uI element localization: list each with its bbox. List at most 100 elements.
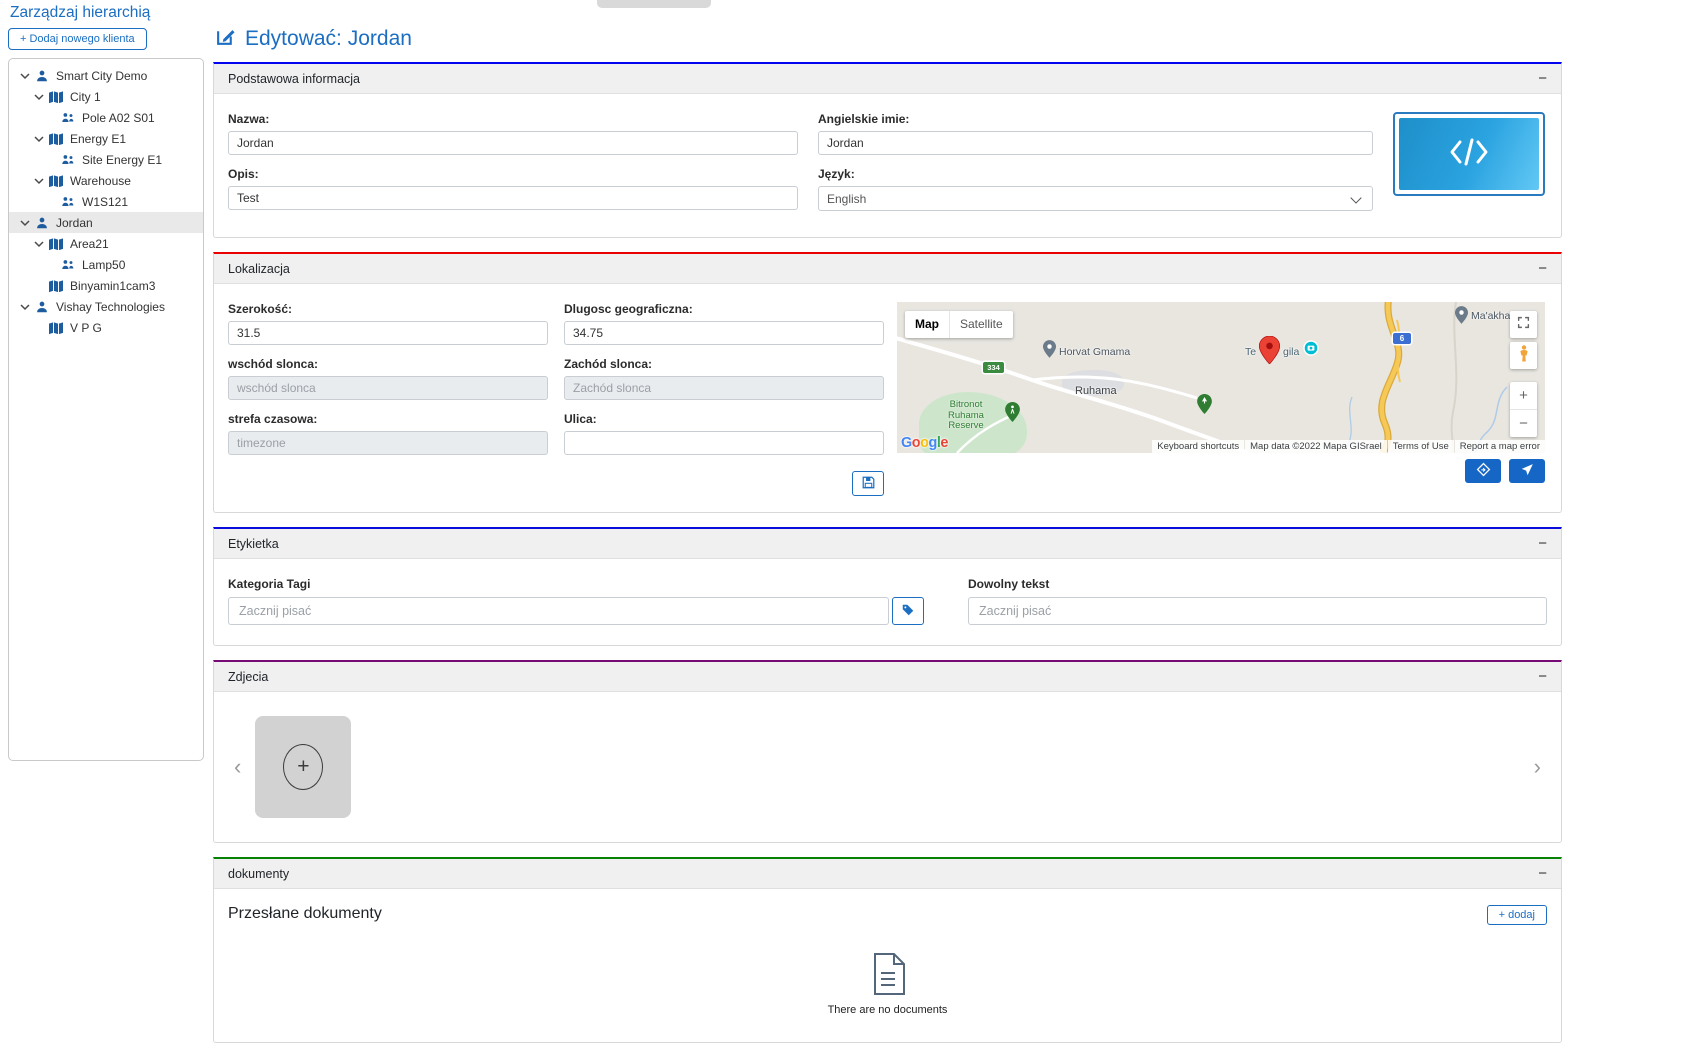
section-title: Zdjecia (228, 670, 268, 684)
no-documents-text: There are no documents (828, 1004, 948, 1016)
sunrise-label: wschód slonca: (228, 357, 548, 371)
tree-item-label: Energy E1 (70, 132, 126, 146)
tree-item-label: Pole A02 S01 (82, 111, 155, 125)
navigate-button[interactable] (1509, 459, 1545, 483)
description-label: Opis: (228, 167, 798, 181)
tree-item-w1s121[interactable]: W1S121 (9, 191, 203, 212)
section-documents: dokumenty − Przesłane dokumenty + dodaj … (213, 857, 1562, 1043)
tree-item-energy-e1[interactable]: Energy E1 (9, 128, 203, 149)
sunset-label: Zachód slonca: (564, 357, 884, 371)
tree-item-binyamin1cam3[interactable]: Binyamin1cam3 (9, 275, 203, 296)
zoom-control: + − (1510, 382, 1537, 437)
collapse-button[interactable]: − (1538, 669, 1547, 684)
tree-item-site-energy-e1[interactable]: Site Energy E1 (9, 149, 203, 170)
chevron-down-icon[interactable] (31, 134, 47, 144)
sunrise-input (228, 376, 548, 400)
chevron-down-icon[interactable] (17, 218, 33, 228)
chevron-down-icon[interactable] (17, 302, 33, 312)
directions-button[interactable] (1465, 459, 1501, 483)
chevron-down-icon[interactable] (17, 71, 33, 81)
tree-item-v-p-g[interactable]: V P G (9, 317, 203, 338)
uploaded-documents-heading: Przesłane dokumenty (228, 905, 382, 923)
tree-item-smart-city-demo[interactable]: Smart City Demo (9, 65, 203, 86)
save-location-button[interactable] (852, 471, 884, 496)
chevron-down-icon[interactable] (31, 239, 47, 249)
map-attribution: Keyboard shortcuts Map data ©2022 Mapa G… (1151, 440, 1545, 453)
zoom-in-button[interactable]: + (1510, 382, 1537, 410)
tree-item-label: City 1 (70, 90, 101, 104)
longitude-input[interactable] (564, 321, 884, 345)
report-error-link[interactable]: Report a map error (1455, 440, 1545, 453)
area-icon (49, 174, 66, 188)
tree-item-label: Smart City Demo (56, 69, 147, 83)
free-text-input[interactable] (968, 597, 1547, 625)
tree-item-label: Binyamin1cam3 (70, 279, 155, 293)
google-logo: Google (901, 435, 948, 451)
fullscreen-button[interactable] (1510, 311, 1537, 338)
tree-item-warehouse[interactable]: Warehouse (9, 170, 203, 191)
satellite-button[interactable]: Satellite (949, 311, 1013, 338)
tags-button[interactable] (892, 597, 924, 625)
code-icon (1447, 137, 1491, 172)
collapse-button[interactable]: − (1538, 536, 1547, 551)
tree-item-area21[interactable]: Area21 (9, 233, 203, 254)
navigation-icon (1520, 463, 1534, 480)
collapse-button[interactable]: − (1538, 261, 1547, 276)
section-location: Lokalizacja − Szerokość: Dlugosc geograf… (213, 252, 1562, 513)
sidebar-title: Zarządzaj hierarchią (8, 0, 208, 28)
terms-link[interactable]: Terms of Use (1388, 440, 1454, 453)
english-name-input[interactable] (818, 131, 1373, 155)
keyboard-shortcuts-link[interactable]: Keyboard shortcuts (1152, 440, 1244, 453)
edit-page: Edytować: Jordan Podstawowa informacja −… (213, 0, 1562, 1057)
photo-next-button[interactable]: › (1528, 756, 1547, 778)
client-icon (35, 69, 52, 83)
timezone-input (228, 431, 548, 455)
add-client-button[interactable]: + Dodaj nowego klienta (8, 28, 147, 50)
tree-item-jordan[interactable]: Jordan (9, 212, 203, 233)
timezone-label: strefa czasowa: (228, 412, 548, 426)
route-shield-334: 334 (983, 362, 1004, 373)
tree-item-label: Lamp50 (82, 258, 125, 272)
street-input[interactable] (564, 431, 884, 455)
photo-prev-button[interactable]: ‹ (228, 756, 247, 778)
document-icon (871, 953, 905, 1000)
hiker-marker-icon[interactable] (1005, 402, 1020, 427)
language-select[interactable]: English (818, 186, 1373, 211)
tree-item-city-1[interactable]: City 1 (9, 86, 203, 107)
map-button[interactable]: Map (905, 311, 949, 338)
tree-item-label: Jordan (56, 216, 93, 230)
tree-marker-icon[interactable] (1197, 394, 1212, 419)
collapse-button[interactable]: − (1538, 71, 1547, 86)
site-icon (61, 111, 78, 125)
category-tags-input[interactable] (228, 597, 889, 625)
red-marker-icon[interactable] (1259, 336, 1280, 369)
name-input[interactable] (228, 131, 798, 155)
section-title: Podstawowa informacja (228, 72, 360, 86)
client-icon (35, 300, 52, 314)
gray-pin-icon[interactable] (1043, 340, 1056, 363)
latitude-input[interactable] (228, 321, 548, 345)
tree-item-lamp50[interactable]: Lamp50 (9, 254, 203, 275)
camera-marker-icon[interactable] (1303, 340, 1319, 361)
section-title: dokumenty (228, 867, 289, 881)
gray-pin-icon[interactable] (1455, 306, 1468, 329)
route-shield-6: 6 (1393, 333, 1411, 344)
pegman-button[interactable] (1510, 342, 1537, 369)
chevron-down-icon[interactable] (31, 176, 47, 186)
chevron-down-icon[interactable] (31, 92, 47, 102)
tree-item-label: Site Energy E1 (82, 153, 162, 167)
save-icon (862, 476, 875, 492)
hierarchy-tree: Smart City Demo City 1 Pole A02 S01 Ener… (8, 58, 204, 761)
tree-item-vishay-technologies[interactable]: Vishay Technologies (9, 296, 203, 317)
site-icon (61, 153, 78, 167)
latitude-label: Szerokość: (228, 302, 548, 316)
zoom-out-button[interactable]: − (1510, 410, 1537, 437)
section-tags: Etykietka − Kategoria Tagi Dowolny tekst (213, 527, 1562, 646)
add-document-button[interactable]: + dodaj (1487, 905, 1547, 925)
add-photo-tile[interactable]: + (255, 716, 351, 818)
collapse-button[interactable]: − (1538, 866, 1547, 881)
google-map[interactable]: Bitronot Ruhama Reserve 334 6 Horvat Gma… (897, 302, 1545, 453)
description-input[interactable] (228, 186, 798, 210)
hierarchy-sidebar: Zarządzaj hierarchią + Dodaj nowego klie… (8, 0, 208, 761)
tree-item-pole-a02-s01[interactable]: Pole A02 S01 (9, 107, 203, 128)
